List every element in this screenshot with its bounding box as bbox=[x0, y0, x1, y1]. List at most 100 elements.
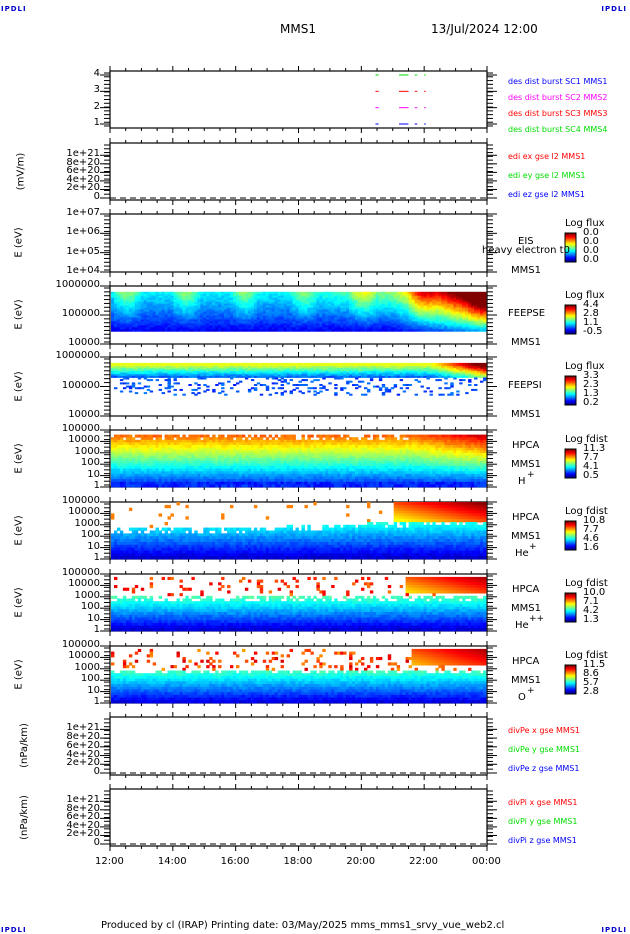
spectrogram-cell bbox=[295, 309, 299, 312]
spectrogram-cell bbox=[114, 468, 118, 472]
spectrogram-cell bbox=[402, 319, 407, 322]
spectrogram-cell bbox=[149, 463, 154, 467]
spectrogram-cell bbox=[393, 291, 398, 295]
spectrogram-cell bbox=[411, 307, 415, 310]
spectrogram-cell bbox=[140, 434, 145, 438]
spectrogram-cell bbox=[233, 319, 237, 322]
spectrogram-cell bbox=[149, 452, 154, 456]
spectrogram-cell bbox=[149, 484, 154, 488]
spectrogram-cell bbox=[322, 311, 326, 314]
colorbar-cell bbox=[565, 246, 576, 248]
spectrogram-cell bbox=[242, 323, 246, 326]
spectrogram-cell bbox=[224, 317, 228, 320]
spectrogram-cell bbox=[167, 481, 171, 485]
spectrogram-cell bbox=[378, 293, 383, 297]
spectrogram-cell bbox=[396, 327, 401, 330]
spectrogram-cell bbox=[447, 393, 451, 396]
spectrogram-cell bbox=[358, 323, 362, 326]
spectrogram-cell bbox=[230, 299, 234, 303]
spectrogram-cell bbox=[325, 329, 329, 332]
spectrogram-cell bbox=[158, 445, 162, 448]
spectrogram-cell bbox=[319, 315, 323, 318]
spectrogram-cell bbox=[194, 293, 198, 297]
spectrogram-cell bbox=[447, 329, 451, 332]
spectrogram-cell bbox=[396, 311, 401, 314]
spectrogram-cell bbox=[146, 455, 151, 459]
spectrogram-cell bbox=[352, 313, 356, 316]
spectrogram-cell bbox=[408, 321, 412, 324]
spectrogram-cell bbox=[399, 301, 404, 305]
spectrogram-cell bbox=[310, 380, 314, 383]
spectrogram-cell bbox=[244, 303, 249, 306]
spectrogram-cell bbox=[215, 329, 219, 332]
spectrogram-cell bbox=[372, 323, 377, 326]
spectrogram-cell bbox=[212, 390, 216, 393]
spectrogram-cell bbox=[313, 327, 317, 330]
spectrogram-cell bbox=[295, 311, 299, 314]
spectrogram-cell bbox=[111, 319, 115, 322]
spectrogram-cell bbox=[209, 323, 213, 326]
spectrogram-cell bbox=[450, 385, 454, 388]
spectrogram-cell bbox=[197, 315, 201, 318]
spectrogram-cell bbox=[143, 442, 148, 446]
spectrogram-cell bbox=[375, 311, 380, 314]
spectrogram-cell bbox=[140, 329, 145, 332]
spectrogram-cell bbox=[155, 473, 159, 477]
spectrogram-cell bbox=[146, 447, 151, 451]
spectrogram-cell bbox=[117, 479, 121, 483]
spectrogram-cell bbox=[375, 297, 380, 301]
spectrogram-cell bbox=[277, 327, 282, 330]
spectrogram-cell bbox=[253, 321, 258, 324]
spectrogram-cell bbox=[149, 434, 154, 438]
spectrogram-cell bbox=[182, 325, 186, 328]
spectrogram-cell bbox=[355, 317, 359, 320]
spectrogram-cell bbox=[331, 323, 335, 326]
spectrogram-cell bbox=[244, 319, 249, 322]
spectrogram-cell bbox=[399, 297, 404, 301]
spectrogram-cell bbox=[340, 388, 344, 391]
spectrogram-cell bbox=[387, 375, 392, 378]
spectrogram-cell bbox=[268, 301, 273, 305]
spectrogram-cell bbox=[384, 301, 389, 305]
spectrogram-cell bbox=[253, 303, 258, 306]
spectrogram-cell bbox=[352, 295, 356, 299]
spectrogram-cell bbox=[292, 307, 296, 310]
spectrogram-cell bbox=[206, 291, 210, 295]
spectrogram-cell bbox=[146, 445, 151, 448]
spectrogram-cell bbox=[420, 385, 424, 388]
spectrogram-cell bbox=[167, 299, 171, 303]
spectrogram-cell bbox=[170, 468, 174, 472]
spectrogram-cell bbox=[119, 295, 124, 299]
spectrogram-cell bbox=[188, 325, 192, 328]
spectrogram-cell bbox=[161, 479, 165, 483]
spectrogram-cell bbox=[295, 307, 299, 310]
spectrogram-cell bbox=[134, 317, 139, 320]
spectrogram-cell bbox=[298, 305, 302, 308]
spectrogram-cell bbox=[224, 393, 228, 396]
spectrogram-cell bbox=[114, 303, 118, 306]
spectrogram-cell bbox=[176, 297, 180, 301]
spectrogram-cell bbox=[117, 463, 121, 467]
spectrogram-cell bbox=[298, 299, 302, 303]
spectrogram-cell bbox=[265, 327, 270, 330]
spectrogram-cell bbox=[298, 329, 302, 332]
spectrogram-cell bbox=[167, 319, 171, 322]
spectrogram-cell bbox=[271, 309, 276, 312]
spectrogram-cell bbox=[319, 291, 323, 295]
spectrogram-cell bbox=[271, 377, 276, 380]
spectrogram-cell bbox=[471, 388, 475, 391]
spectrogram-cell bbox=[140, 313, 145, 316]
spectrogram-cell bbox=[340, 307, 344, 310]
spectrogram-cell bbox=[122, 297, 127, 301]
spectrogram-cell bbox=[209, 295, 213, 299]
spectrogram-cell bbox=[310, 319, 314, 322]
spectrogram-cell bbox=[137, 291, 142, 295]
spectrogram-cell bbox=[298, 315, 302, 318]
spectrogram-cell bbox=[155, 437, 159, 441]
spectrogram-cell bbox=[384, 295, 389, 299]
spectrogram-cell bbox=[158, 460, 162, 464]
spectrogram-cell bbox=[286, 317, 290, 320]
spectrogram-cell bbox=[265, 315, 270, 318]
spectrogram-cell bbox=[155, 439, 159, 443]
spectrogram-cell bbox=[268, 305, 273, 308]
